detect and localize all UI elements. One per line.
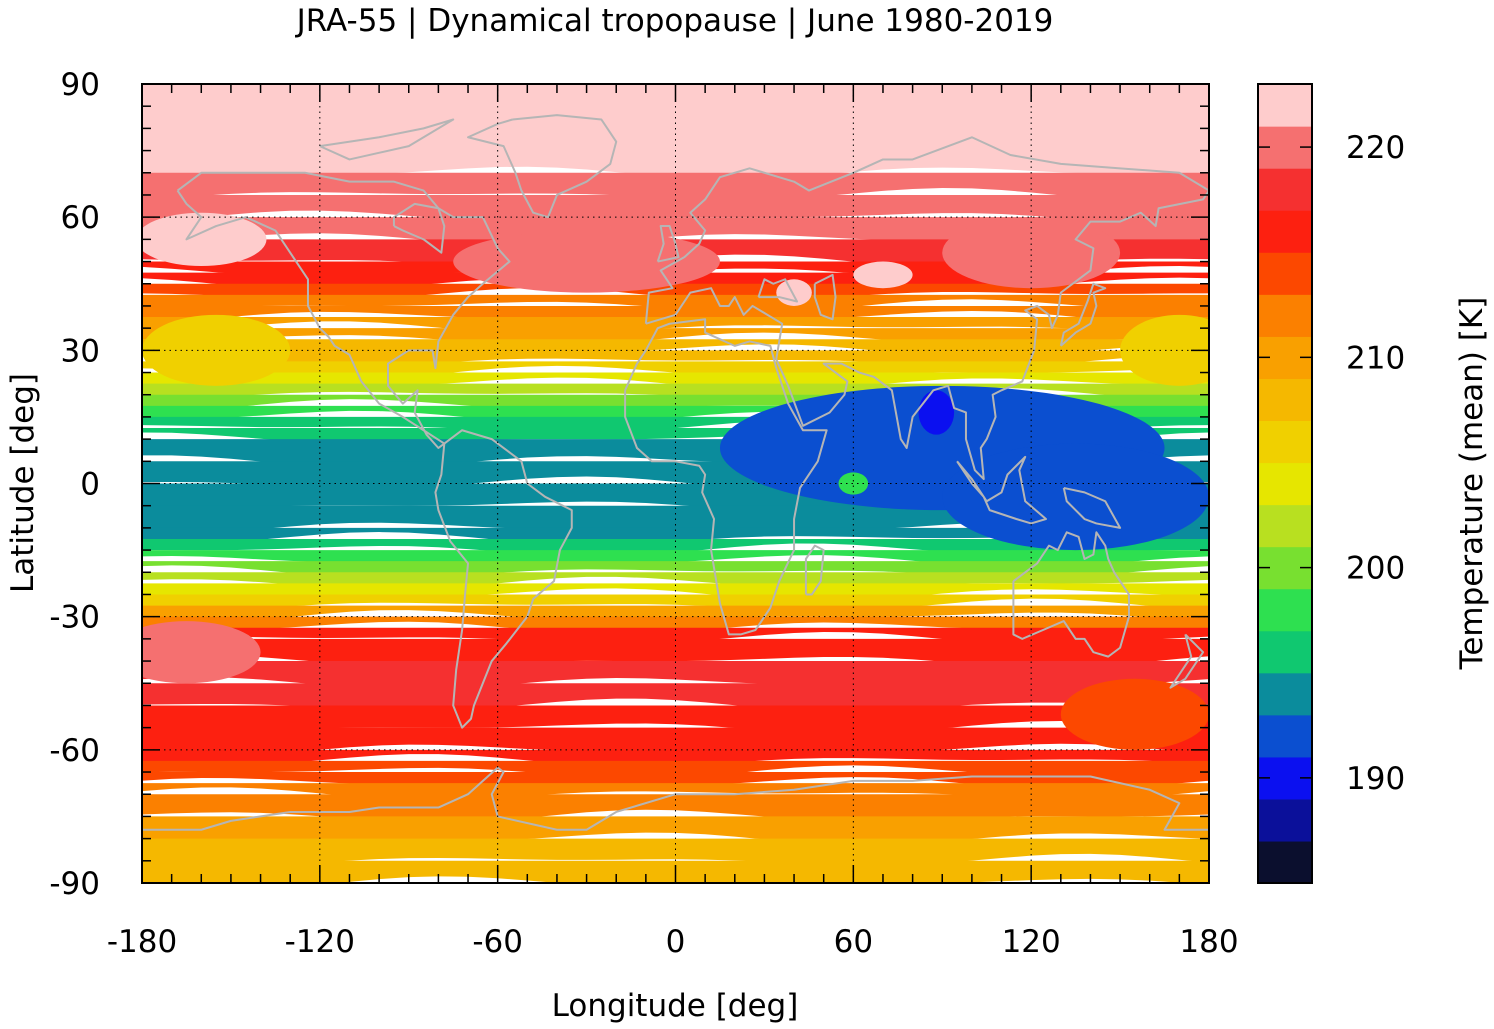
africa-coast [624,318,828,636]
x-tick-label: 0 [666,924,686,960]
north-america-coast [176,171,511,449]
temperature-anomaly [142,212,267,266]
temperature-band [142,638,1209,668]
temperature-anomaly [838,472,869,495]
x-tick-label: -120 [285,924,355,960]
axes: -180 -120 -60 0 60 120 180 90 60 30 0 -30 -60 -90 [49,67,1238,960]
y-tick-label: 30 [61,333,100,369]
temperature-band [142,161,1209,180]
y-tick-label: 90 [61,67,100,103]
colorbar-swatch [1258,840,1312,884]
colorbar-swatch [1258,588,1312,632]
temperature-band [142,772,1209,791]
indonesia-coast [956,455,1047,525]
temperature-anomaly [1120,314,1209,386]
temperature-anomaly [142,314,291,386]
colorbar-swatch [1258,378,1312,422]
temperature-anomaly [918,390,955,435]
x-tick-label: -60 [472,924,523,960]
hudson-bay-coast [392,202,446,254]
colorbar-swatch [1258,630,1312,674]
greenland-coast [467,114,618,219]
temperature-band [142,194,1209,224]
temperature-anomalies [142,212,1209,750]
x-tick-label: 60 [834,924,873,960]
temperature-anomaly [776,279,812,306]
temperature-band [142,538,1209,557]
coastlines [142,114,1209,831]
grid-lines [142,84,1209,883]
colorbar-swatch [1258,168,1312,211]
temperature-band [142,505,1209,535]
temperature-anomaly [1060,678,1209,750]
colorbar-tick-label: 190 [1346,761,1405,797]
eurasia-coast [644,136,1209,324]
temperature-band [142,816,1209,846]
black-sea-coast [757,278,799,303]
y-tick-label: -90 [49,866,100,902]
temperature-band [142,605,1209,624]
temperature-band [142,794,1209,824]
plot-area [142,84,1209,883]
temperature-band [142,594,1209,612]
y-tick-label: 0 [80,467,100,503]
temperature-band [142,705,1209,735]
south-america-coast [434,429,573,729]
temperature-band [142,172,1209,201]
colorbar-swatch [1258,84,1312,127]
colorbar-swatch [1258,714,1312,758]
eurasia-south-coast [645,189,1209,481]
x-tick-label: 180 [1179,924,1238,960]
temperature-band [142,749,1209,767]
antarctica-coast [142,766,1209,831]
colorbar-swatch [1258,798,1312,842]
temperature-band [142,661,1209,691]
colorbar-swatch [1258,252,1312,295]
colorbar-swatch [1258,294,1312,337]
colorbar-swatch [1258,210,1312,253]
colorbar-swatch [1258,672,1312,716]
madagascar-coast [804,544,825,596]
colorbar: 190 200 210 220 [1257,83,1405,884]
x-tick-label: 120 [1002,924,1061,960]
temperature-anomaly [853,261,913,289]
temperature-band [142,317,1209,335]
colorbar-swatch [1258,420,1312,464]
x-tick-label: -180 [107,924,177,960]
y-axis-label: Latitude [deg] [5,373,41,593]
temperature-band [142,838,1209,867]
temperature-anomaly [942,443,1209,551]
temperature-band [142,283,1209,301]
temperature-anomaly [142,621,261,684]
japan-coast [1059,282,1107,347]
new-zealand-coast [1169,633,1205,689]
australia-coast [1012,531,1130,658]
x-axis-label: Longitude [deg] [552,988,799,1024]
colorbar-label: Temperature (mean) [K] [1454,297,1490,671]
y-tick-label: 60 [61,200,100,236]
temperature-band [142,616,1209,635]
chart-title: JRA-55 | Dynamical tropopause | June 198… [295,3,1054,39]
temperature-band [142,727,1209,757]
arctic-islands [319,118,455,161]
temperature-band [142,760,1209,779]
british-isles-coast [656,225,680,263]
temperature-band [142,683,1209,712]
temperature-anomaly [942,217,1121,289]
temperature-band [142,217,1209,247]
colorbar-swatch [1258,504,1312,548]
caspian-coast [813,273,837,321]
temperature-band [142,294,1209,313]
y-tick-label: -60 [49,733,100,769]
colorbar-tick-label: 200 [1346,551,1405,587]
temperature-band [142,627,1209,645]
colorbar-tick-label: 210 [1346,340,1405,376]
y-tick-label: -30 [49,600,100,636]
temperature-anomaly [453,230,720,293]
colorbar-frame [1257,83,1313,884]
colorbar-swatch [1258,462,1312,506]
new-guinea-coast [1062,486,1122,529]
colorbar-tick-label: 220 [1346,130,1405,166]
